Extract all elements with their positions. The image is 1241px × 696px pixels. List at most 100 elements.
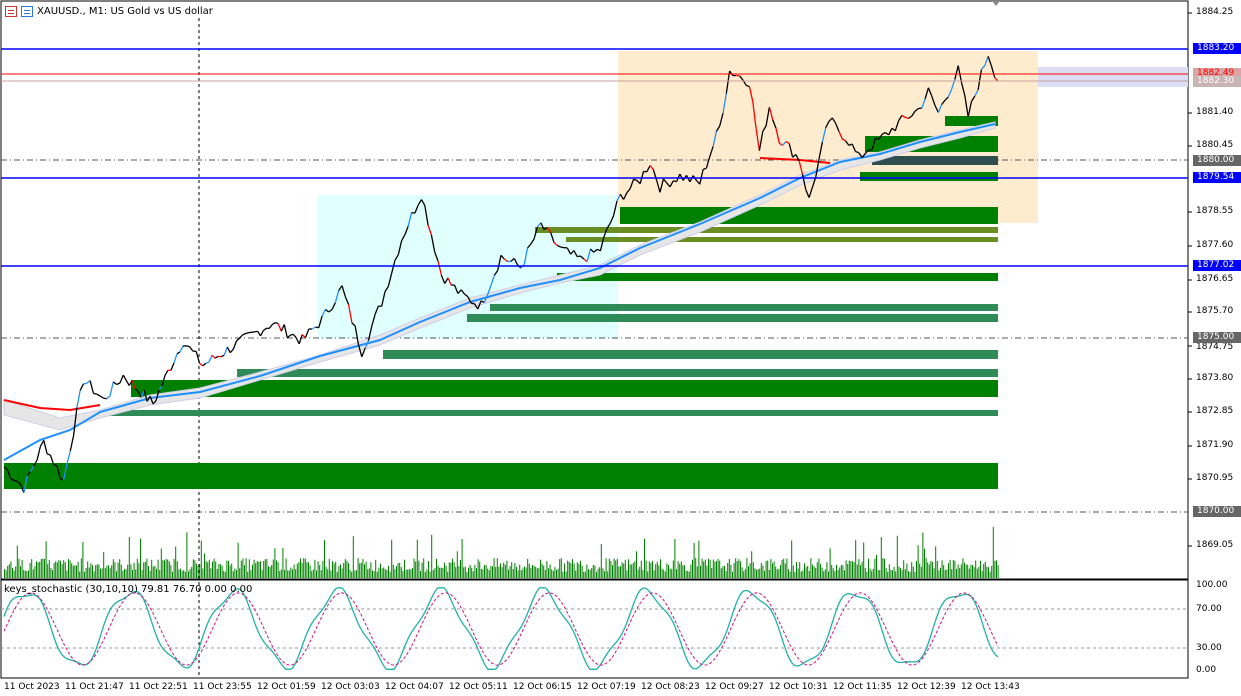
volume-bar (480, 568, 482, 578)
volume-bar (146, 558, 148, 578)
volume-bar (935, 546, 937, 578)
volume-bar (471, 567, 473, 578)
price-segment (404, 226, 409, 235)
volume-bar (722, 566, 724, 578)
volume-bar (207, 562, 209, 578)
price-segment (3, 466, 8, 471)
volume-bar (658, 565, 660, 578)
volume-bar (101, 568, 103, 578)
price-segment (719, 113, 724, 127)
price-segment (116, 382, 121, 386)
volume-bar (583, 571, 585, 578)
price-segment (186, 345, 190, 348)
price-segment (825, 121, 830, 129)
volume-bar (264, 559, 266, 578)
volume-bar (706, 565, 708, 578)
volume-bar (764, 570, 765, 578)
volume-bar (106, 565, 108, 578)
price-segment (208, 355, 213, 363)
price-segment (964, 95, 969, 118)
volume-bar (557, 568, 559, 578)
price-segment (328, 309, 333, 313)
price-segment (226, 346, 231, 354)
volume-bar (372, 570, 373, 578)
volume-bar (760, 562, 762, 578)
volume-bar (847, 564, 849, 578)
volume-bar (972, 565, 973, 578)
price-segment (89, 380, 95, 394)
volume-bar (860, 565, 861, 578)
volume-bar (776, 569, 778, 578)
volume-bar (541, 563, 543, 578)
zone-bar (490, 304, 998, 311)
volume-bar (528, 563, 530, 578)
volume-bar (332, 561, 333, 578)
volume-bar (504, 564, 506, 578)
volume-bar (141, 570, 143, 578)
price-segment (66, 450, 71, 465)
volume-bar (976, 568, 978, 578)
volume-bar (460, 560, 461, 578)
volume-bar (184, 571, 186, 578)
volume-bar (325, 566, 327, 578)
volume-bar (597, 568, 599, 578)
volume-bar (869, 568, 871, 578)
price-segment (656, 180, 661, 193)
price-segment (188, 346, 194, 352)
scroll-shift-marker[interactable] (992, 1, 1000, 6)
price-segment (523, 247, 529, 265)
price-segment (636, 179, 641, 185)
volume-bar (661, 568, 663, 578)
price-segment (19, 483, 25, 494)
price-segment (202, 362, 207, 367)
price-segment (109, 381, 114, 397)
volume-bar (783, 558, 785, 578)
volume-bar (584, 571, 586, 578)
volume-bar (680, 561, 682, 578)
volume-bar (927, 562, 929, 578)
zone-bar (945, 116, 998, 126)
price-segment (927, 87, 933, 97)
volume-bar (335, 561, 337, 578)
price-segment (801, 174, 807, 190)
volume-bar (224, 571, 226, 578)
volume-bar (490, 565, 492, 578)
volume-bar (311, 570, 313, 578)
volume-bar (903, 560, 905, 578)
volume-histogram (4, 527, 999, 578)
volume-bar (943, 565, 945, 578)
time-axis-label: 12 Oct 08:23 (641, 682, 700, 692)
volume-bar (362, 559, 364, 578)
price-segment (304, 328, 310, 338)
volume-bar (690, 564, 692, 578)
volume-bar (962, 558, 964, 578)
symbol-icon[interactable] (21, 5, 33, 17)
volume-bar (90, 563, 92, 578)
volume-bar (565, 571, 567, 578)
volume-bar (461, 539, 463, 578)
volume-bar (47, 563, 49, 578)
price-segment (259, 330, 264, 337)
volume-bar (599, 567, 601, 578)
price-segment (894, 120, 900, 132)
volume-bar (554, 567, 556, 578)
volume-bar (922, 532, 924, 578)
volume-bar (564, 563, 565, 578)
price-segment (331, 302, 336, 310)
volume-bar (890, 569, 892, 578)
price-segment (898, 115, 903, 122)
price-segment (434, 251, 439, 262)
volume-bar (53, 563, 55, 578)
volume-bar (839, 567, 841, 578)
price-segment (447, 277, 452, 286)
chart-menu-icon[interactable] (5, 5, 17, 17)
volume-bar (983, 563, 985, 578)
volume-bar (32, 569, 34, 578)
volume-bar (868, 558, 869, 578)
ma-red-line-2 (759, 157, 831, 164)
volume-bar (988, 567, 989, 578)
volume-bar (322, 561, 324, 578)
volume-bar (485, 565, 487, 578)
price-segment (473, 303, 479, 310)
